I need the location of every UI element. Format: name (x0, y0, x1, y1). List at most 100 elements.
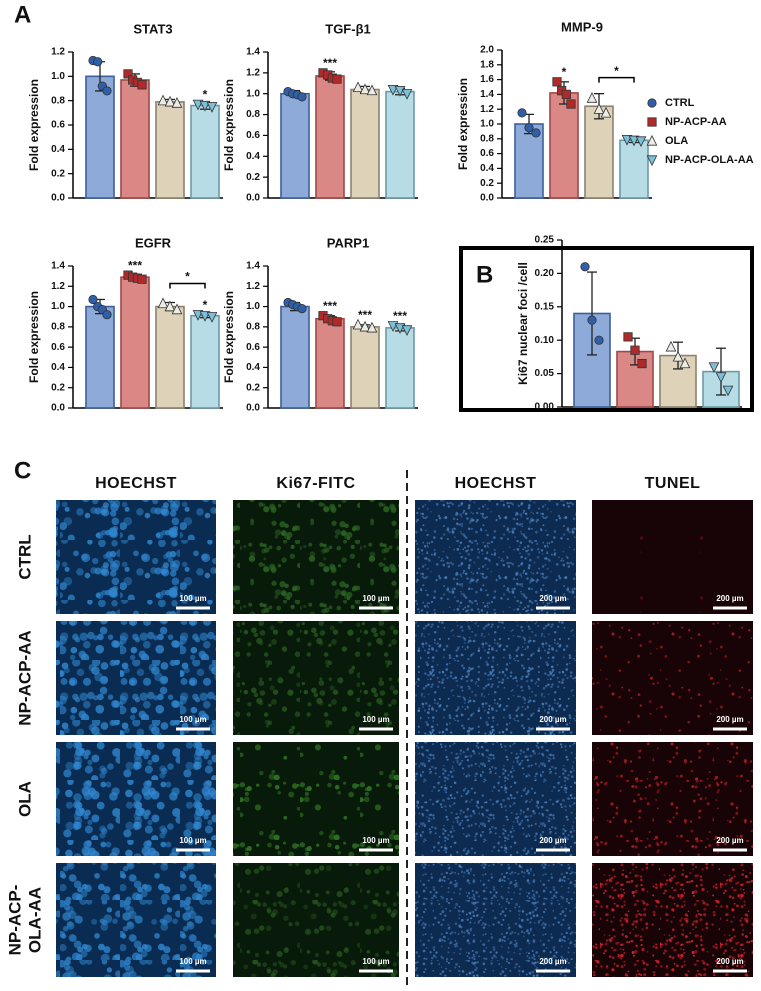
micrograph (233, 863, 399, 977)
chart-title: PARP1 (327, 235, 369, 250)
data-point (708, 362, 720, 374)
significance: * (203, 87, 208, 101)
significance: *** (393, 309, 407, 323)
data-point (192, 99, 204, 111)
scale-bar-label: 100 µm (362, 836, 389, 845)
data-point (164, 95, 176, 107)
panel-b-frame (459, 246, 754, 412)
data-point (679, 357, 691, 369)
scale-bar-label: 100 µm (179, 836, 206, 845)
data-point (171, 303, 183, 315)
data-point (199, 100, 211, 112)
data-point (552, 77, 562, 87)
data-point (359, 83, 371, 95)
data-point (637, 358, 647, 369)
data-point (137, 274, 147, 284)
y-tick-label: 0.25 (535, 235, 555, 246)
y-tick-label: 1.0 (51, 71, 65, 82)
y-axis-label: Fold expression (456, 78, 470, 170)
y-tick-label: 0.8 (480, 133, 494, 144)
data-point (359, 320, 371, 332)
y-tick-label: 0.4 (51, 144, 65, 155)
bar (350, 88, 380, 199)
y-tick-label: 1.6 (480, 74, 494, 85)
data-point (297, 303, 307, 314)
data-point (192, 310, 204, 321)
y-tick-label: 0.0 (246, 193, 260, 204)
panel-label: A (14, 1, 31, 28)
legend-label: OLA (665, 135, 688, 147)
data-point (206, 312, 218, 323)
bar (350, 326, 380, 409)
micrograph (56, 500, 216, 614)
bracket (169, 282, 206, 289)
y-tick-label: 0.2 (51, 382, 65, 393)
micrograph (415, 863, 576, 977)
scale-bar-label: 200 µm (539, 715, 566, 724)
scale-bar-label: 200 µm (716, 715, 743, 724)
micrograph (592, 621, 753, 735)
data-point (157, 297, 169, 309)
y-axis-label: Fold expression (222, 291, 236, 383)
y-tick-label: 1.2 (51, 281, 65, 292)
row-label: NP-ACP-AA (15, 630, 34, 725)
data-point (672, 350, 684, 362)
data-point (366, 321, 378, 333)
y-tick-label: 1.2 (51, 47, 65, 58)
data-point (647, 98, 657, 108)
data-point (647, 117, 657, 127)
data-point (561, 89, 571, 99)
y-tick-label: 0.6 (246, 130, 260, 141)
scale-bar-label: 200 µm (716, 836, 743, 845)
row-label: CTRL (15, 534, 34, 579)
y-tick-label: 0.6 (246, 342, 260, 353)
y-tick-label: 1.0 (51, 301, 65, 312)
scale-bar-label: 100 µm (179, 715, 206, 724)
y-tick-label: 0.2 (246, 382, 260, 393)
y-tick-label: 1.2 (246, 67, 260, 78)
data-point (171, 97, 183, 108)
bar (385, 90, 415, 199)
data-point (715, 372, 727, 384)
y-tick-label: 0.6 (51, 342, 65, 353)
y-axis-label: Fold expression (27, 291, 41, 383)
bracket-label: * (185, 270, 190, 284)
micrograph (233, 742, 399, 856)
data-point (164, 300, 176, 312)
data-point (123, 69, 133, 79)
bar (619, 139, 649, 199)
data-point (628, 135, 640, 147)
y-tick-label: 0.8 (51, 95, 65, 106)
micrograph (592, 863, 753, 977)
data-point (594, 335, 604, 345)
y-tick-label: 1.4 (51, 261, 65, 272)
significance: *** (128, 258, 142, 272)
y-tick-label: 0.8 (246, 109, 260, 120)
micrograph (233, 500, 399, 614)
scale-bar-label: 100 µm (179, 594, 206, 603)
row-label: OLA-AA (25, 887, 44, 953)
scale-bar-label: 100 µm (179, 957, 206, 966)
significance: *** (358, 308, 372, 322)
y-tick-label: 0.2 (51, 168, 65, 179)
bar (85, 75, 115, 199)
micrograph (415, 621, 576, 735)
y-tick-label: 0.4 (480, 163, 494, 174)
data-point (635, 136, 647, 148)
column-header: TUNEL (645, 475, 701, 492)
micrograph (233, 621, 399, 735)
y-tick-label: 0.4 (246, 151, 260, 162)
y-axis-label: Ki67 nuclear foci /cell (516, 262, 530, 385)
y-tick-label: 0.00 (535, 402, 555, 413)
bar (315, 317, 345, 409)
data-point (88, 294, 98, 305)
y-tick-label: 0.8 (246, 321, 260, 332)
data-point (401, 89, 413, 100)
y-tick-label: 1.0 (246, 88, 260, 99)
y-tick-label: 1.2 (480, 104, 494, 115)
micrograph (415, 742, 576, 856)
bar (120, 79, 150, 199)
data-point (580, 262, 590, 272)
y-tick-label: 1.8 (480, 59, 494, 70)
